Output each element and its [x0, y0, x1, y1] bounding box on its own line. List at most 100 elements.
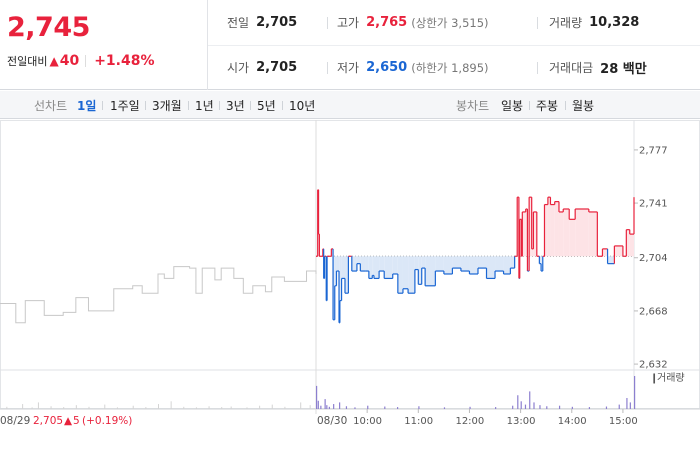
volume-bar [324, 399, 326, 409]
volume-bar [320, 405, 322, 409]
tab-1week[interactable]: 1주일 [110, 98, 140, 113]
tab-monthly-candle[interactable]: 월봉 [572, 98, 595, 113]
change-label: 전일대비 [7, 55, 48, 68]
down-area-fill [486, 256, 496, 279]
volume-bar [326, 405, 328, 409]
down-area-fill [414, 256, 419, 270]
x-tick-label: 13:00 [507, 416, 536, 427]
prev-volume-bar [6, 406, 8, 409]
prev-volume-bar [31, 407, 33, 409]
down-area-fill [503, 256, 511, 274]
tab-divider [145, 101, 146, 110]
prev-volume-bar [208, 406, 210, 409]
down-area-fill [341, 256, 345, 279]
y-tick-label: 2,741 [639, 199, 668, 210]
up-area-fill [558, 211, 564, 257]
volume-bar [443, 407, 446, 409]
prev-close-stat: 전일 2,705 [227, 0, 297, 45]
volume-bar [529, 391, 531, 409]
volume-bar [539, 405, 541, 409]
low-stat: 저가 2,650 (하한가 1,895) [337, 45, 489, 90]
prev-volume-bar [158, 404, 159, 409]
volume-bar [605, 406, 608, 409]
up-area-fill [626, 229, 630, 257]
prev-day-change: 5 [73, 415, 80, 427]
prev-volume-bar [259, 405, 261, 409]
trade-amount-value: 28 백만 [600, 62, 647, 77]
volume-bar [418, 406, 420, 409]
high-stat: 고가 2,765 (상한가 3,515) [337, 0, 489, 45]
volume-bars [6, 376, 636, 409]
up-area-fill [533, 211, 537, 257]
prev-close-label: 전일 [227, 16, 250, 30]
high-value: 2,765 [366, 15, 408, 30]
tab-daily-candle[interactable]: 일봉 [501, 98, 524, 113]
prev-volume-bar [104, 404, 106, 409]
up-area-fill [522, 211, 526, 257]
trade-amount-label: 거래대금 [549, 61, 594, 75]
change-divider [85, 55, 87, 67]
stat-divider [327, 17, 328, 29]
prev-volume-bar [300, 402, 302, 409]
prev-volume-bar [132, 405, 134, 409]
up-area-fill [575, 208, 582, 257]
tab-divider [188, 101, 189, 110]
stock-summary-panel: 2,745 전일대비 ▲ 40 +1.48% 전일 2,705 고가 2,765… [0, 0, 700, 90]
up-area-fill [619, 245, 623, 257]
tab-divider [219, 101, 220, 110]
down-area-fill [421, 256, 426, 269]
up-area-fill [581, 208, 589, 257]
up-area-fill [550, 204, 555, 257]
prev-day-change-pct: (+0.19%) [82, 415, 132, 427]
volume-bar [629, 402, 631, 409]
tab-weekly-candle[interactable]: 주봉 [536, 98, 559, 113]
prev-volume-bar [221, 407, 223, 409]
tab-1year[interactable]: 1년 [195, 98, 214, 113]
down-area-fill [384, 256, 393, 279]
prev-volume-bar [22, 404, 24, 409]
tab-divider [282, 101, 283, 110]
volume-bar [626, 398, 628, 409]
y-tick-label: 2,632 [639, 360, 668, 371]
prev-volume-bar [271, 404, 273, 409]
prev-volume-bar [195, 407, 197, 409]
down-area-fill [351, 256, 357, 272]
chart-price-lines [0, 189, 635, 324]
x-tick-label: 11:00 [404, 416, 433, 427]
prev-volume-bar [170, 401, 172, 409]
line-chart-label: 선차트 [34, 98, 68, 113]
stat-divider [537, 62, 538, 74]
volume-value: 10,328 [589, 15, 640, 30]
down-area-fill [360, 256, 366, 272]
prev-volume-bar [246, 407, 248, 409]
tab-5year[interactable]: 5년 [257, 98, 276, 113]
down-area-fill [356, 256, 361, 264]
stats-row-divider [208, 45, 700, 46]
x-tick-label: 14:00 [558, 416, 587, 427]
up-area-fill [531, 248, 534, 257]
y-tick-label: 2,704 [639, 253, 668, 264]
chart-grid [0, 120, 700, 414]
up-area-fill [544, 204, 548, 257]
tab-10year[interactable]: 10년 [289, 98, 316, 113]
down-area-fill [372, 256, 374, 276]
high-label: 고가 [337, 16, 360, 30]
volume-bar [469, 406, 471, 409]
volume-bar [520, 401, 522, 409]
prev-volume-bar [309, 405, 311, 409]
up-area-fill [547, 197, 551, 257]
chart-frame [0, 120, 700, 409]
volume-label: 거래량 [549, 16, 583, 30]
up-area-fill [588, 211, 598, 257]
tab-1day[interactable]: 1일 [77, 98, 97, 113]
down-area-fill [477, 256, 487, 269]
tab-3month[interactable]: 3개월 [152, 98, 182, 113]
tab-3year[interactable]: 3년 [226, 98, 245, 113]
volume-bar [339, 402, 341, 409]
volume-bar [546, 406, 548, 409]
x-tick-label: 10:00 [353, 416, 382, 427]
down-area-fill [418, 256, 422, 285]
down-area-fill [510, 256, 515, 269]
intraday-chart[interactable]: ❙ 거래량 08/29 2,705 ▲ 5 (+0.19%) 08/30 2,7… [0, 120, 700, 450]
up-area-fill [569, 219, 576, 257]
